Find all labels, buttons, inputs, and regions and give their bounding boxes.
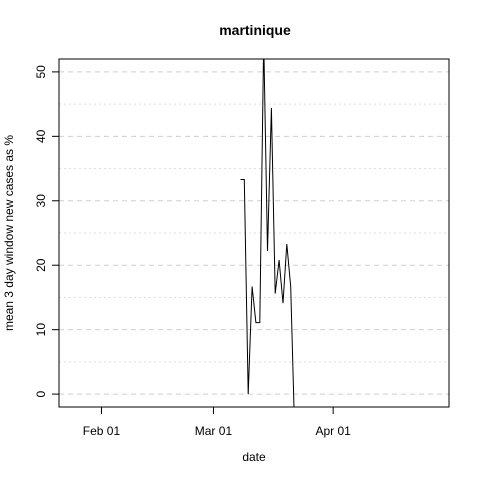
y-tick-label: 20 <box>34 258 48 272</box>
series-line <box>240 59 295 407</box>
x-axis-title: date <box>242 450 266 464</box>
x-tick-label: Apr 01 <box>315 424 351 438</box>
series <box>240 59 295 407</box>
y-tick-label: 50 <box>34 65 48 79</box>
x-tick-label: Mar 01 <box>195 424 233 438</box>
y-axis-title: mean 3 day window new cases as % <box>2 135 16 331</box>
y-tick-label: 10 <box>34 323 48 337</box>
x-axis: Feb 01 Mar 01 Apr 01 <box>83 406 351 438</box>
y-tick-label: 30 <box>34 194 48 208</box>
y-tick-label: 40 <box>34 129 48 143</box>
y-tick-label: 0 <box>34 390 48 397</box>
y-axis: 0 10 20 30 40 50 <box>34 65 60 397</box>
x-tick-label: Feb 01 <box>83 424 121 438</box>
chart-title: martinique <box>219 22 291 38</box>
grid <box>59 71 449 395</box>
